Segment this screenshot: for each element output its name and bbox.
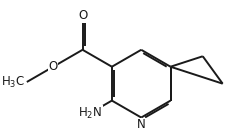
Text: N: N <box>137 118 146 131</box>
Text: H$_3$C: H$_3$C <box>1 74 25 90</box>
Text: O: O <box>78 9 87 22</box>
Text: H$_2$N: H$_2$N <box>78 106 102 121</box>
Text: O: O <box>49 60 58 73</box>
